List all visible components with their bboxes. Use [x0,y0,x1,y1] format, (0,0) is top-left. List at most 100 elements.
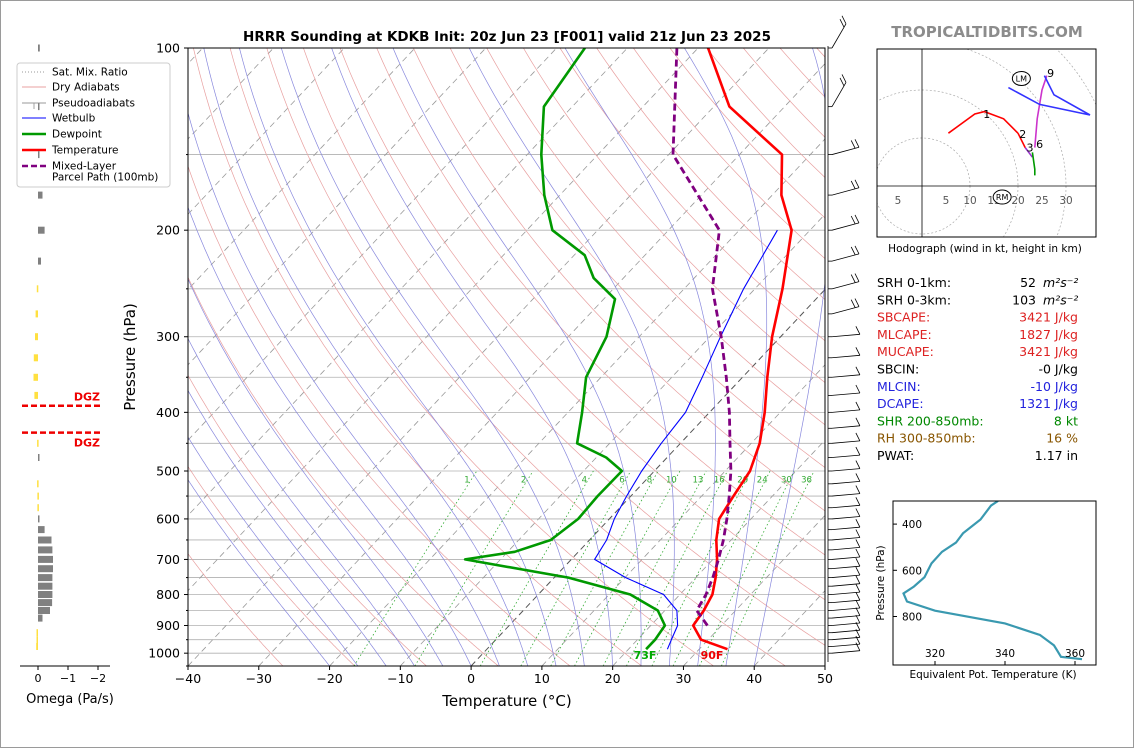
omega-bar [33,373,38,381]
theta-e-x-tick-label: 340 [995,648,1015,660]
omega-bar [38,607,50,614]
mixing-ratio-label: 16 [714,475,725,485]
pseudoadiabat [188,337,415,666]
x-tick-label: 40 [746,671,762,686]
omega-bar [38,582,53,590]
mixing-ratio-line [626,470,728,666]
wind-barb-shaft [831,591,860,595]
wind-barb-flag [854,179,860,188]
wind-barb-shaft [831,454,860,458]
hodograph-caption: Hodograph (wind in kt, height in km) [888,243,1082,255]
hodograph-height-label: 3 [1027,142,1034,155]
mixing-ratio-line [651,470,752,666]
wind-barb-flag [855,401,861,411]
storm-motion-marker [1011,70,1031,86]
wind-barb-flag [855,508,861,517]
wind-barb-shaft [831,440,860,444]
wind-barb-shaft [831,222,860,231]
y-tick-label: 1000 [148,646,180,661]
index-value: -0 J/kg [1038,362,1078,377]
index-unit: m²s⁻² [1043,275,1078,290]
wind-barb-flag [855,519,861,528]
hodograph-trace [1017,132,1026,148]
isotherm-line [188,48,699,592]
wind-barb-flag [855,432,861,442]
omega-bar [38,555,53,563]
omega-bar [38,515,40,523]
wind-barb-shaft [831,643,860,647]
isotherm-line [329,138,825,666]
theta-e-y-tick-label: 400 [902,519,922,531]
wind-barb-shaft [831,146,860,155]
isotherm-line [612,439,825,666]
y-tick-label: 500 [156,464,180,479]
y-tick-label: 100 [156,41,180,56]
hodograph-trace [947,110,1019,134]
pseudoadiabat [753,48,825,666]
y-tick-label: 600 [156,511,180,526]
pseudoadiabat [239,48,557,666]
index-value: 3421 J/kg [1019,344,1078,359]
wind-barb-flag [854,139,860,148]
dry-adiabat [188,165,571,666]
mixing-ratio-label: 6 [619,475,624,485]
wind-barb-shaft [831,392,860,396]
mixing-ratio-label: 36 [801,475,812,485]
wind-barb-shaft [831,537,860,541]
pseudoadiabat [188,206,472,666]
isotherm-line [541,364,825,666]
chart-title: HRRR Sounding at KDKB Init: 20z Jun 23 [… [243,29,771,45]
isotherm-line [258,63,825,666]
wind-barb-shaft [831,504,860,509]
wind-barb-flag [839,19,845,28]
legend-label: Temperature [51,145,119,157]
hodograph-height-label: 9 [1047,67,1054,80]
storm-motion-label: RM [996,193,1009,202]
wind-barb-shaft [831,409,860,413]
wind-barb-flag [855,642,861,651]
pseudoadiabat [280,48,585,666]
wind-barb-shaft [831,374,860,378]
skewt-axes-frame [187,47,826,667]
profile-temperature [691,48,793,651]
dry-adiabat [193,48,643,666]
dry-adiabat [266,48,786,666]
surface-temp-label: 90F [701,649,724,662]
omega-bar [34,391,38,399]
wind-barb-shaft [831,574,860,578]
wind-barb-flag [855,473,861,482]
index-value: 8 kt [1054,413,1078,428]
pseudoadiabat [188,278,444,666]
wind-barb-shaft [831,607,860,611]
wind-barb-shaft [831,565,860,570]
skewt-background-lines: 1 2 4 6 8 10 13 16 20 24 30 36 [188,48,825,666]
omega-bar [38,44,40,52]
index-label: RH 300-850mb: [877,431,976,446]
hodograph-trace [1024,147,1034,158]
legend-label: Parcel Path (100mb) [52,172,158,184]
wind-barb-shaft [831,468,860,472]
mixing-ratio-line [672,470,771,666]
wind-barb-flag [855,485,861,494]
pseudoadiabat [188,389,387,666]
hodograph-tick-label: 5 [943,195,950,207]
x-tick-label: −40 [175,671,201,686]
wind-barb-flag [855,548,861,558]
wind-barb-flag [855,614,861,624]
dgz-label: DGZ [74,437,100,450]
theta-e-xlabel: Equivalent Pot. Temperature (K) [909,669,1076,681]
wind-barb-flag [841,15,847,24]
omega-bar [36,636,38,644]
mixing-ratio-line [353,470,478,666]
mixing-ratio-line [414,470,534,666]
omega-bar [36,285,39,293]
index-label: MLCAPE: [877,327,932,342]
legend-label: Pseudoadiabats [52,98,135,110]
wind-barb-shaft [831,23,847,49]
omega-bar [38,257,41,265]
wind-barb-flag [850,180,856,190]
skewt-axes: −40 −30 −20 −10 0 10 20 30 40 50 100 200 300 400 500 60… [148,41,833,687]
theta-e-y-tick-label: 800 [902,611,922,623]
